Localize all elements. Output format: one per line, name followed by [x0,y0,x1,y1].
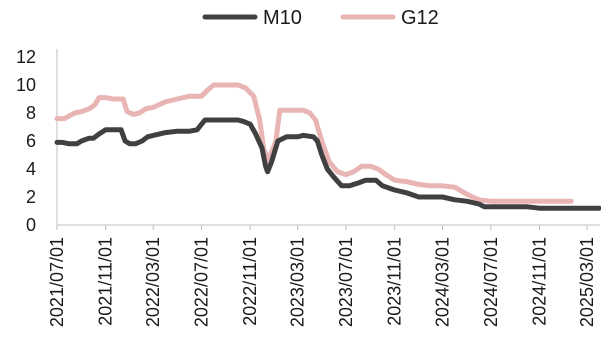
x-tick-label: 2024/07/01 [481,237,501,327]
series-line-g12 [54,82,574,204]
x-tick-label: 2023/03/01 [288,237,308,327]
y-tick-label: 8 [26,103,36,123]
y-tick-label: 2 [26,187,36,207]
x-tick-label: 2024/11/01 [530,237,550,326]
chart-axes: 0 2 4 6 8 10 12 2021/07/01 2021/11/01 2022/03/01 2… [16,47,600,327]
x-tick-label: 2023/07/01 [336,237,356,327]
x-tick-label: 2021/07/01 [47,237,67,327]
y-tick-label: 4 [26,159,36,179]
x-tick-label: 2022/07/01 [191,237,211,327]
x-tick-label: 2023/11/01 [385,237,405,326]
legend-label-g12: G12 [401,7,439,29]
series-line-m10 [54,117,601,211]
y-tick-label: 0 [26,215,36,235]
x-tick-label: 2024/03/01 [433,237,453,327]
y-tick-label: 12 [16,47,36,67]
chart-legend: M10 G12 [202,7,439,29]
x-tick-label: 2025/03/01 [577,237,597,327]
x-tick-label: 2022/11/01 [240,237,260,326]
legend-label-m10: M10 [263,7,302,29]
x-tick-label: 2022/03/01 [143,237,163,327]
x-tick-label: 2021/11/01 [96,237,116,326]
chart-series [54,82,601,211]
y-tick-label: 6 [26,131,36,151]
y-tick-label: 10 [16,75,36,95]
